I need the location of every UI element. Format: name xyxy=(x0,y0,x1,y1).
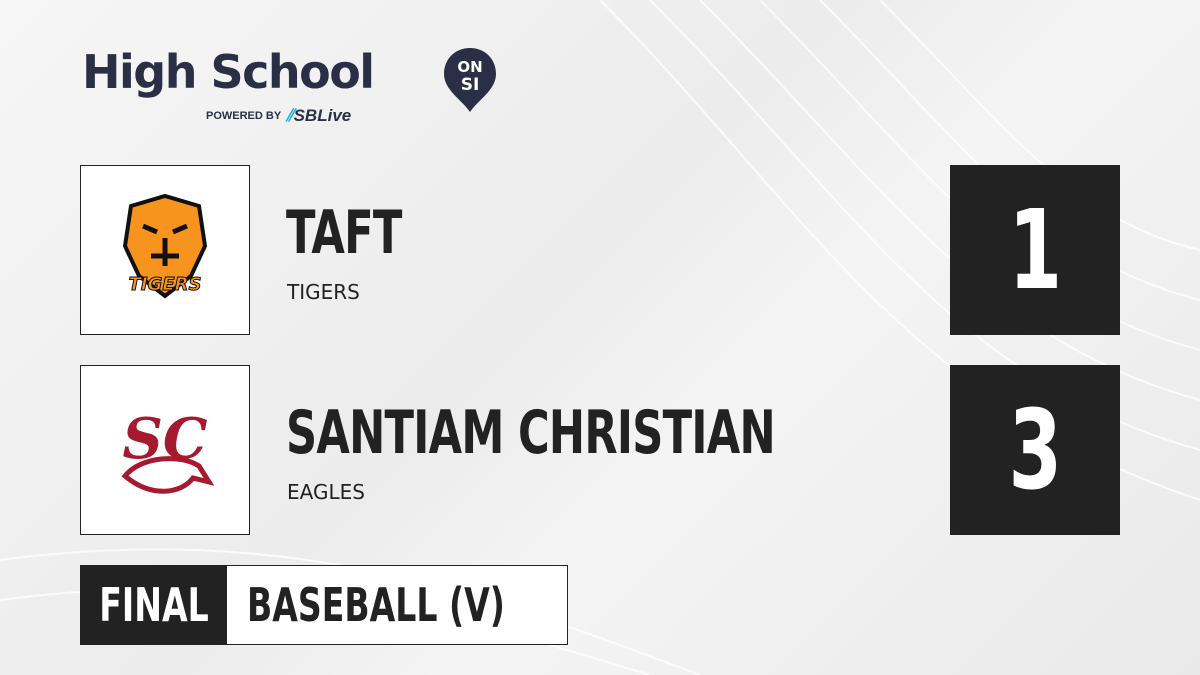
tiger-logo-icon: TIGERS xyxy=(122,193,208,299)
sblive-logo: ⫽SBLive xyxy=(286,106,352,125)
score-home: 1 xyxy=(950,165,1120,335)
team-logo-santiam-christian: SC xyxy=(80,365,250,535)
high-school-on-si-logo[interactable]: High School ON SI POWERED BY ⫽SBLive xyxy=(82,44,496,125)
game-status-bar: FINAL BASEBALL (V) xyxy=(80,565,568,645)
final-badge: FINAL xyxy=(81,566,227,644)
team-mascot-away: EAGLES xyxy=(287,480,365,504)
svg-text:ON: ON xyxy=(457,58,482,76)
team-logo-taft: TIGERS xyxy=(80,165,250,335)
sport-label: BASEBALL (V) xyxy=(247,578,505,632)
brand-title: High School xyxy=(82,45,375,99)
svg-text:SI: SI xyxy=(461,75,480,95)
svg-text:TIGERS: TIGERS xyxy=(129,274,202,295)
powered-by-label: POWERED BY xyxy=(206,110,282,122)
team-name-home: TAFT xyxy=(286,198,402,268)
eagle-logo-icon: SC xyxy=(121,406,215,494)
score-away: 3 xyxy=(950,365,1120,535)
team-mascot-home: TIGERS xyxy=(287,280,360,304)
on-si-pin-icon: ON SI xyxy=(444,48,496,112)
team-name-away: SANTIAM CHRISTIAN xyxy=(286,398,776,468)
